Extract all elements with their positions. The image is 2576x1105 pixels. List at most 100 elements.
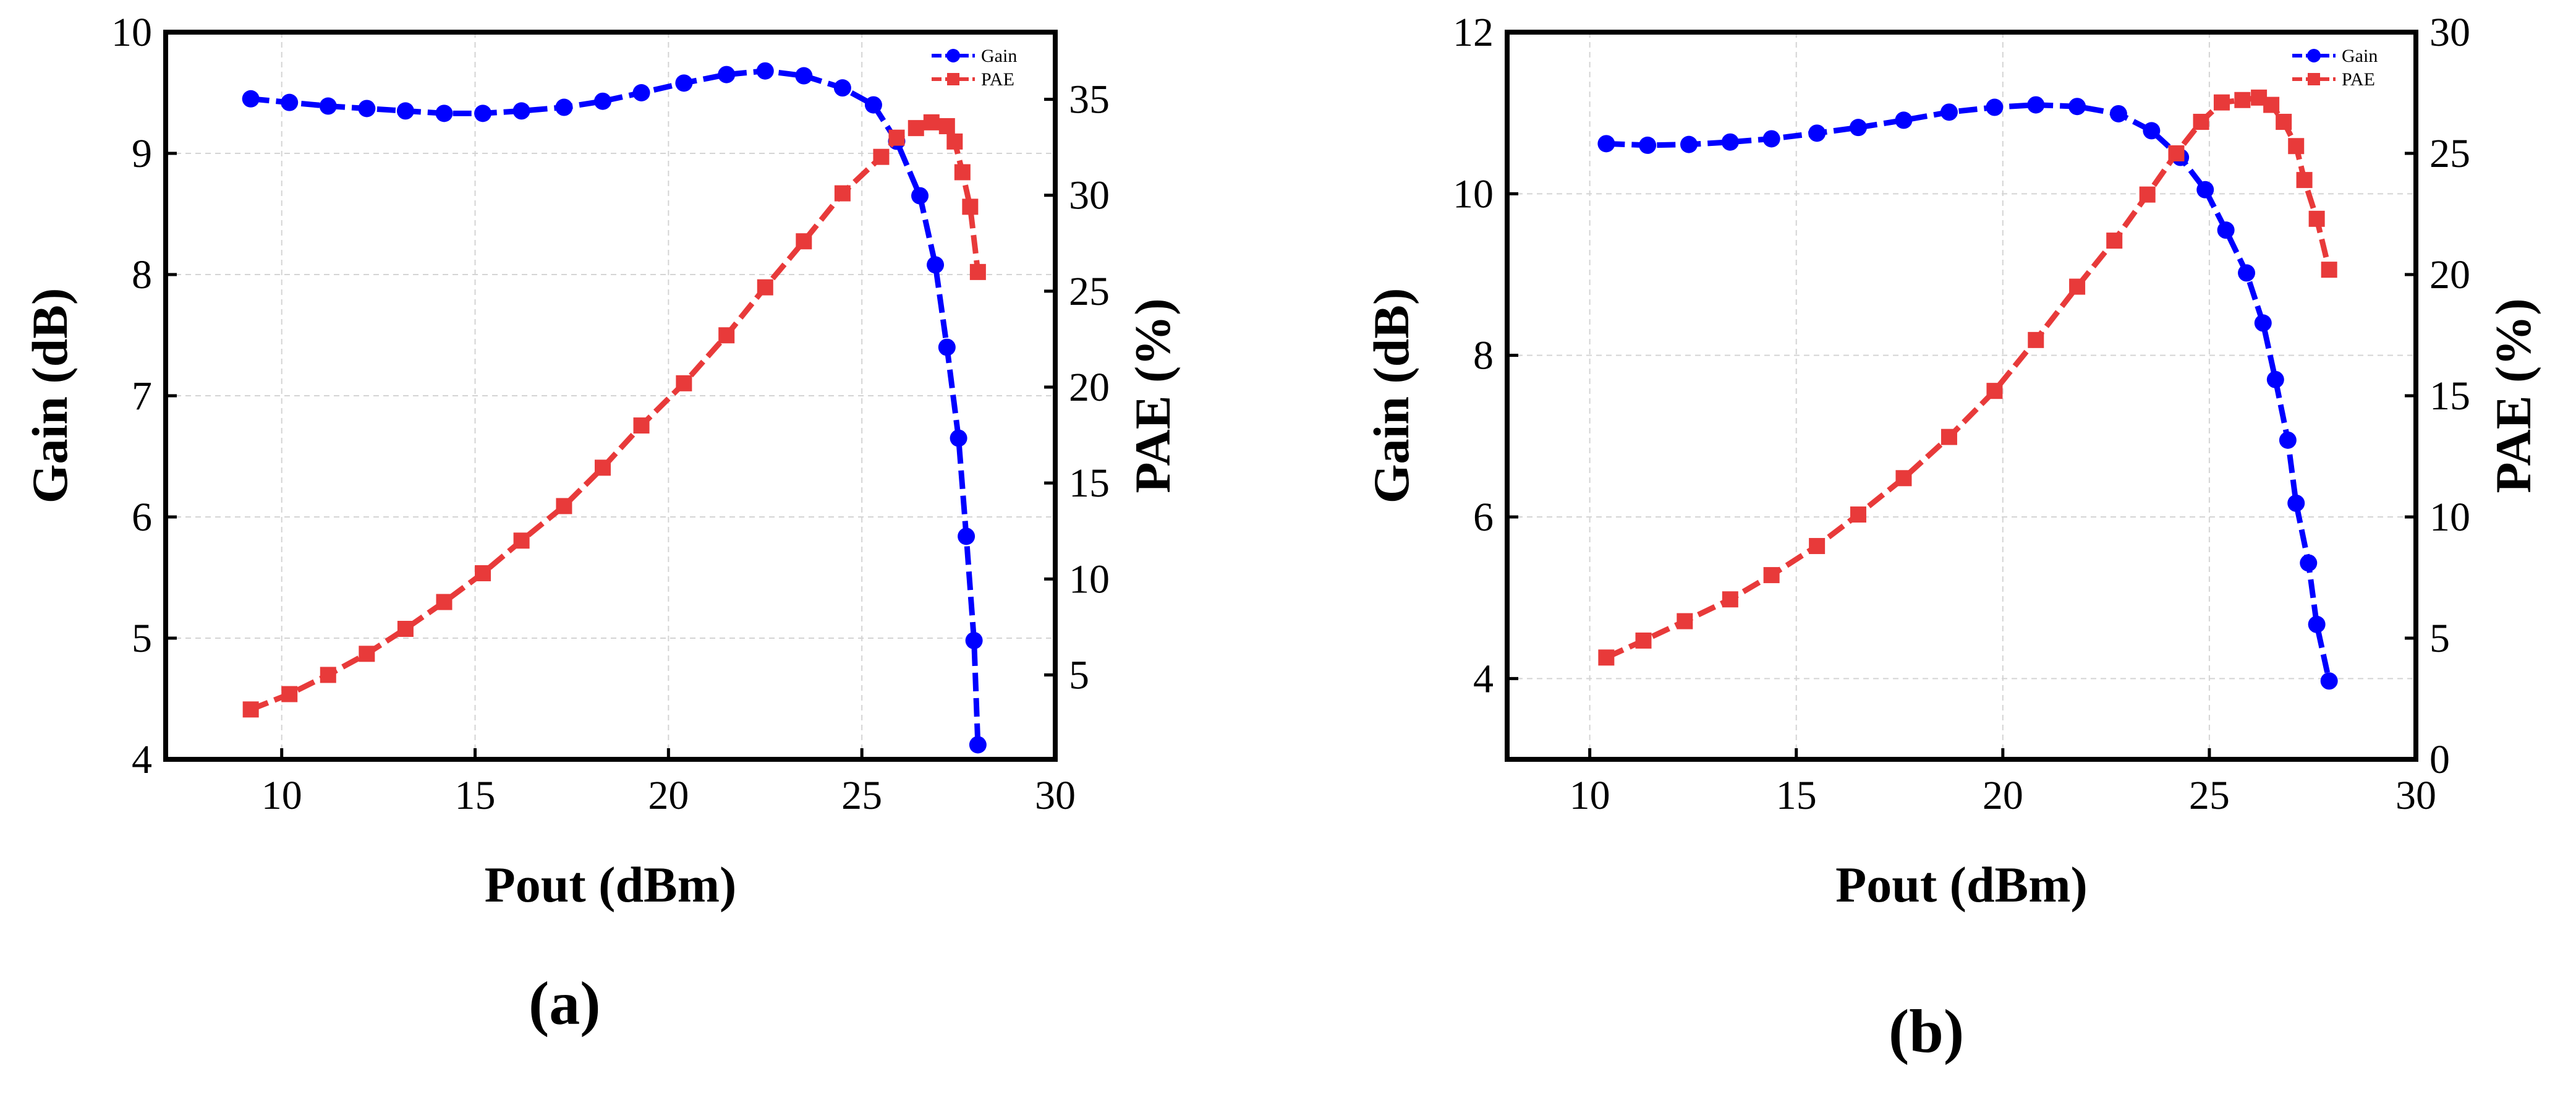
series-gain bbox=[1597, 96, 2338, 690]
y-tick-label: 6 bbox=[1473, 495, 1494, 540]
data-point-pae bbox=[946, 133, 963, 150]
data-point-pae bbox=[1763, 567, 1780, 584]
data-point-pae bbox=[908, 120, 924, 137]
data-point-gain bbox=[2238, 264, 2256, 282]
data-point-pae bbox=[242, 701, 259, 718]
data-point-gain bbox=[718, 66, 736, 83]
chart-panel-b: 10 15 20 25 30 4 6 8 10 12 0 5 10 15 20 25 30 Pout (dBm) G… bbox=[1363, 10, 2541, 913]
data-point-pae bbox=[796, 233, 812, 250]
x-tick-label: 25 bbox=[841, 773, 882, 818]
data-point-gain bbox=[2109, 105, 2127, 122]
x-axis: 10 15 20 25 30 bbox=[261, 748, 1076, 818]
y-tick-label: 7 bbox=[132, 373, 152, 419]
data-point-pae bbox=[513, 532, 530, 549]
data-point-pae bbox=[873, 148, 890, 165]
panel-label-b: (b) bbox=[1889, 997, 1965, 1065]
data-point-gain bbox=[396, 102, 414, 120]
data-point-gain bbox=[675, 74, 693, 92]
data-point-pae bbox=[2213, 94, 2230, 111]
data-point-pae bbox=[757, 279, 773, 296]
data-point-pae bbox=[281, 686, 298, 702]
y2-tick-label: 25 bbox=[1069, 269, 1110, 314]
data-point-gain bbox=[2217, 221, 2235, 239]
data-point-pae bbox=[2296, 172, 2313, 189]
y-tick-label: 8 bbox=[1473, 333, 1494, 378]
data-point-gain bbox=[632, 84, 650, 101]
data-point-pae bbox=[834, 185, 851, 202]
data-point-gain bbox=[2320, 672, 2338, 690]
series-line-pae bbox=[249, 119, 981, 712]
y-tick-label: 4 bbox=[1473, 656, 1494, 701]
data-point-pae bbox=[320, 667, 336, 683]
data-point-pae bbox=[436, 594, 453, 610]
data-point-pae bbox=[1850, 506, 1866, 523]
data-point-pae bbox=[594, 459, 611, 476]
panel-label-a: (a) bbox=[529, 969, 601, 1038]
legend-label: PAE bbox=[981, 69, 1014, 90]
data-point-pae bbox=[1809, 538, 1826, 555]
data-point-gain bbox=[2196, 181, 2214, 198]
data-point-pae bbox=[475, 565, 491, 582]
data-point-gain bbox=[319, 97, 337, 115]
y2-axis-title: PAE (%) bbox=[2485, 298, 2541, 493]
legend: Gain PAE bbox=[2292, 46, 2378, 90]
data-point-gain bbox=[435, 105, 453, 122]
x-tick-label: 20 bbox=[648, 773, 689, 818]
data-point-pae bbox=[2028, 331, 2044, 348]
y2-tick-label: 15 bbox=[1069, 461, 1110, 506]
data-point-gain bbox=[1849, 119, 1867, 137]
data-point-gain bbox=[2143, 122, 2161, 140]
x-tick-label: 30 bbox=[1035, 773, 1076, 818]
data-point-pae bbox=[397, 621, 414, 638]
data-point-gain bbox=[512, 102, 530, 120]
grid bbox=[166, 32, 1055, 759]
series-line-gain bbox=[1606, 102, 2332, 682]
data-point-pae bbox=[633, 417, 650, 434]
data-point-pae bbox=[2168, 145, 2185, 161]
data-point-pae bbox=[718, 327, 735, 344]
legend-label: Gain bbox=[981, 46, 1017, 66]
data-point-pae bbox=[1677, 613, 1693, 629]
y-axis-left: 4 6 8 10 12 bbox=[1453, 10, 1518, 701]
y2-tick-label: 0 bbox=[2429, 737, 2450, 782]
data-point-gain bbox=[938, 338, 956, 356]
data-point-gain bbox=[2068, 98, 2086, 116]
y-axis-title: Gain (dB) bbox=[1363, 288, 1419, 504]
data-point-gain bbox=[2279, 431, 2297, 449]
data-point-pae bbox=[938, 118, 955, 135]
y2-tick-label: 20 bbox=[2429, 252, 2470, 297]
data-point-pae bbox=[556, 498, 572, 514]
data-point-pae bbox=[2321, 262, 2337, 278]
data-point-gain bbox=[958, 527, 976, 545]
data-point-pae bbox=[2308, 210, 2325, 227]
data-point-gain bbox=[795, 67, 813, 85]
y2-tick-label: 10 bbox=[2429, 495, 2470, 540]
x-tick-label: 10 bbox=[1570, 773, 1610, 818]
legend: Gain PAE bbox=[932, 46, 1017, 90]
data-point-gain bbox=[2266, 370, 2284, 388]
data-point-gain bbox=[1808, 124, 1826, 142]
series-pae bbox=[242, 114, 986, 718]
data-point-gain bbox=[1639, 136, 1657, 154]
y2-tick-label: 5 bbox=[1069, 652, 1089, 698]
y2-tick-label: 35 bbox=[1069, 77, 1110, 122]
data-point-pae bbox=[1986, 383, 2003, 399]
data-point-pae bbox=[1598, 649, 1615, 666]
data-point-gain bbox=[927, 256, 945, 274]
data-point-gain bbox=[1762, 130, 1780, 148]
y2-tick-label: 25 bbox=[2429, 131, 2470, 176]
data-point-pae bbox=[2263, 96, 2280, 113]
data-point-pae bbox=[2106, 233, 2123, 249]
y-tick-label: 9 bbox=[132, 131, 152, 176]
y2-axis-title: PAE (%) bbox=[1124, 298, 1181, 493]
legend-marker bbox=[2307, 49, 2321, 62]
x-tick-label: 20 bbox=[1983, 773, 2023, 818]
x-axis: 10 15 20 25 30 bbox=[1570, 748, 2436, 818]
data-point-pae bbox=[676, 375, 692, 391]
y-tick-label: 8 bbox=[132, 252, 152, 297]
data-point-gain bbox=[2027, 96, 2045, 114]
data-point-gain bbox=[950, 429, 967, 447]
x-tick-label: 10 bbox=[261, 773, 302, 818]
data-point-gain bbox=[1986, 98, 2004, 116]
y-axis-right: 5 10 15 20 25 30 35 bbox=[1044, 77, 1110, 698]
